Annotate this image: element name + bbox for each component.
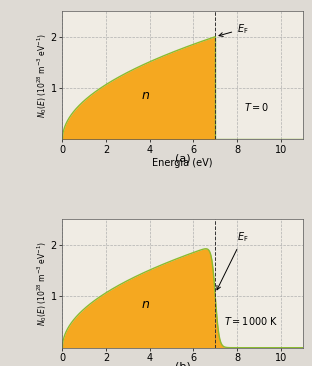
Text: $E_\mathrm{F}$: $E_\mathrm{F}$ <box>217 230 249 290</box>
Text: $T = 1000$ K: $T = 1000$ K <box>224 314 279 326</box>
X-axis label: Energia (eV): Energia (eV) <box>152 158 213 168</box>
Text: $n$: $n$ <box>141 298 150 310</box>
Y-axis label: $N_0(E)$ ($10^{28}$ m$^{-3}$ eV$^{-1}$): $N_0(E)$ ($10^{28}$ m$^{-3}$ eV$^{-1}$) <box>35 33 49 118</box>
Text: (a): (a) <box>175 153 190 163</box>
Text: $T = 0$: $T = 0$ <box>244 101 269 113</box>
Text: $E_\mathrm{F}$: $E_\mathrm{F}$ <box>219 22 249 37</box>
Text: (b): (b) <box>175 362 190 366</box>
Y-axis label: $N_0(E)$ ($10^{28}$ m$^{-3}$ eV$^{-1}$): $N_0(E)$ ($10^{28}$ m$^{-3}$ eV$^{-1}$) <box>35 241 49 326</box>
Text: $n$: $n$ <box>141 89 150 102</box>
